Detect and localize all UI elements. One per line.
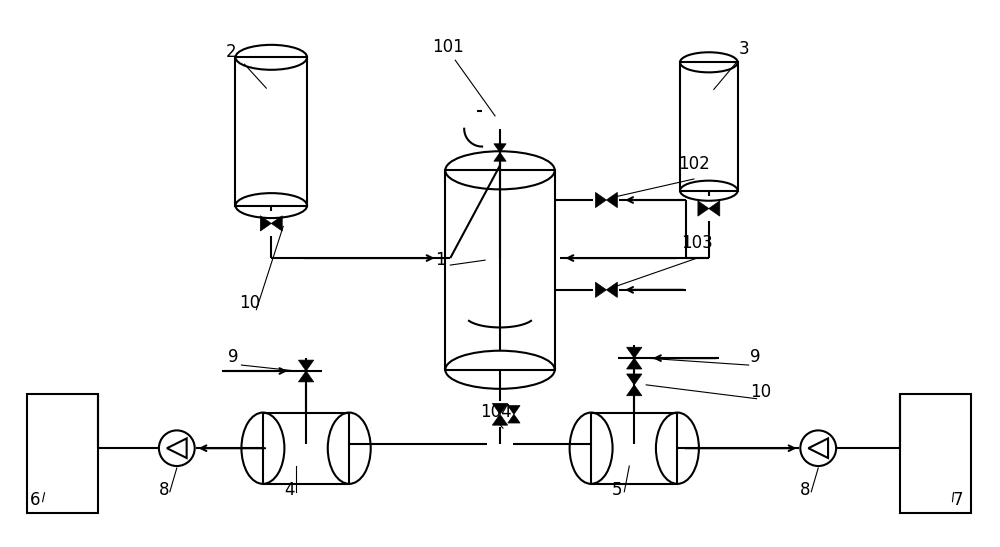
Text: 9: 9 (750, 348, 761, 366)
Polygon shape (606, 282, 617, 298)
Polygon shape (492, 414, 508, 425)
Text: 102: 102 (678, 155, 710, 173)
Bar (680, 62, 738, 191)
Bar (235, 57, 307, 206)
Bar (263, 412, 349, 484)
Polygon shape (494, 153, 506, 161)
Polygon shape (508, 405, 520, 414)
Text: 8: 8 (159, 481, 169, 499)
Text: 1: 1 (435, 251, 446, 269)
Polygon shape (698, 201, 709, 216)
Polygon shape (627, 358, 642, 369)
Text: 4: 4 (284, 481, 294, 499)
Bar (27, 394, 98, 513)
Text: 7: 7 (952, 491, 963, 509)
Text: 3: 3 (738, 40, 749, 58)
Bar (900, 394, 971, 513)
Text: 104: 104 (480, 403, 512, 421)
Polygon shape (627, 347, 642, 358)
Bar (445, 170, 555, 370)
Polygon shape (298, 360, 314, 371)
Polygon shape (595, 282, 606, 298)
Bar (591, 412, 677, 484)
Polygon shape (298, 371, 314, 382)
Polygon shape (606, 193, 617, 208)
Polygon shape (627, 374, 642, 385)
Text: 6: 6 (30, 491, 41, 509)
Polygon shape (508, 414, 520, 423)
Text: 10: 10 (750, 383, 771, 401)
Polygon shape (627, 385, 642, 395)
Polygon shape (494, 144, 506, 153)
Text: 103: 103 (681, 234, 713, 252)
Text: 9: 9 (228, 348, 239, 366)
Polygon shape (271, 216, 282, 231)
Text: 5: 5 (612, 481, 623, 499)
Polygon shape (492, 404, 508, 414)
Polygon shape (595, 193, 606, 208)
Text: 2: 2 (226, 43, 237, 61)
Polygon shape (260, 216, 271, 231)
Polygon shape (709, 201, 720, 216)
Text: 10: 10 (239, 294, 260, 312)
Text: 8: 8 (800, 481, 811, 499)
Text: 101: 101 (432, 38, 464, 56)
